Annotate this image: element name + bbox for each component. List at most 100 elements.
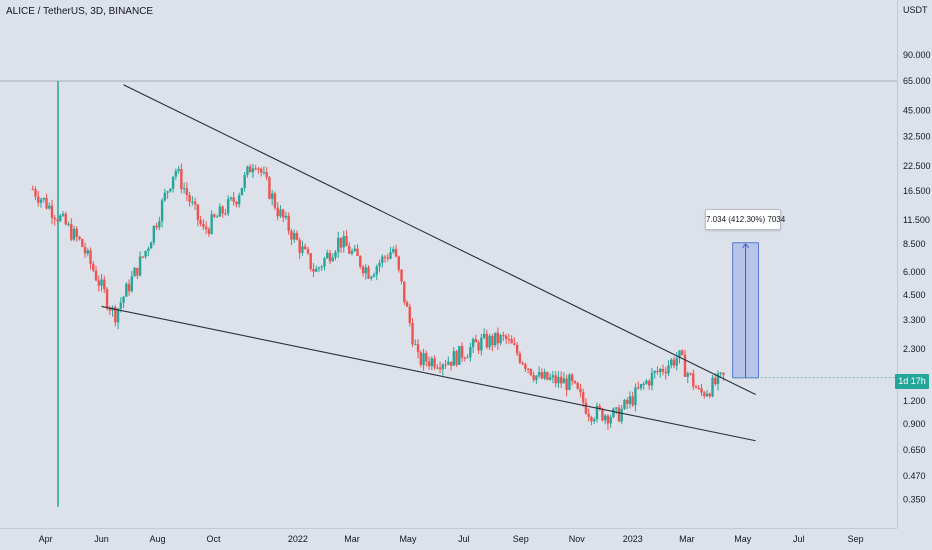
candle-body	[504, 335, 508, 339]
price-axis-label: 0.900	[903, 419, 926, 429]
candle-body	[719, 372, 722, 374]
candle-body	[642, 383, 645, 385]
candle-body	[86, 250, 89, 254]
candle-body	[268, 177, 271, 199]
candle-body	[207, 229, 211, 234]
candle-body	[711, 377, 714, 397]
candle-body	[108, 308, 112, 311]
price-axis-label: 3.300	[903, 315, 926, 325]
candle-body	[581, 392, 585, 403]
measure-arrow-head	[742, 242, 749, 249]
candle-body	[262, 171, 266, 173]
candle-body	[559, 376, 563, 384]
candle-body	[692, 373, 695, 387]
candle-body	[191, 201, 194, 203]
candle-body	[383, 256, 387, 258]
candle-body	[89, 250, 92, 264]
candle-body	[411, 323, 414, 345]
candle-body	[466, 357, 469, 359]
price-axis-label: 32.500	[903, 132, 931, 142]
candle-body	[471, 339, 475, 348]
candle-body	[590, 416, 593, 422]
candle-body	[565, 378, 568, 390]
candle-body	[152, 225, 156, 243]
candle-body	[529, 368, 533, 376]
candle-body	[182, 188, 186, 190]
candle-body	[177, 169, 180, 171]
candle-body	[218, 206, 222, 217]
time-axis-label: 2023	[623, 534, 643, 544]
candle-body	[136, 267, 139, 276]
candle-body	[171, 176, 175, 189]
candle-body	[526, 368, 530, 370]
candle-body	[103, 279, 106, 290]
candle-body	[436, 367, 439, 369]
candle-body	[694, 386, 698, 389]
candle-body	[317, 267, 321, 269]
time-axis-label: Jun	[94, 534, 109, 544]
candle-body	[370, 276, 373, 279]
candle-body	[312, 269, 315, 272]
time-axis-label: Apr	[39, 534, 53, 544]
candle-body	[306, 249, 310, 254]
price-axis-label: 16.500	[903, 186, 931, 196]
candle-body	[378, 262, 381, 267]
candle-body	[133, 267, 136, 277]
candle-body	[427, 361, 431, 367]
candle-body	[259, 168, 263, 173]
candle-body	[323, 258, 326, 267]
candle-body	[480, 337, 483, 351]
candle-body	[535, 375, 538, 380]
price-axis-label: 0.470	[903, 471, 926, 481]
candle-body	[609, 417, 612, 424]
candle-body	[309, 253, 312, 270]
candle-body	[716, 373, 720, 385]
candle-body	[551, 375, 555, 378]
candle-body	[284, 215, 288, 218]
candle-body	[356, 248, 359, 257]
candle-body	[557, 376, 560, 384]
candle-body	[163, 192, 167, 201]
candle-body	[166, 191, 169, 193]
candle-body	[298, 239, 301, 253]
candle-body	[510, 338, 513, 344]
candle-body	[328, 252, 332, 262]
candle-body	[400, 269, 403, 282]
price-axis-label: 4.500	[903, 290, 926, 300]
candle-body	[444, 364, 447, 366]
candle-body	[78, 236, 81, 240]
candle-body	[397, 256, 400, 270]
candle-body	[59, 215, 62, 222]
candle-body	[331, 257, 334, 262]
candle-body	[458, 346, 461, 365]
candle-body	[598, 405, 601, 409]
candle-body	[45, 198, 48, 209]
candle-body	[130, 276, 134, 292]
candle-body	[612, 408, 615, 418]
candle-body	[210, 214, 213, 234]
candle-body	[158, 221, 161, 228]
candle-body	[213, 214, 216, 217]
candle-body	[31, 189, 34, 191]
candle-body	[386, 257, 389, 259]
candle-body	[667, 365, 670, 374]
candle-body	[72, 228, 76, 240]
candle-body	[94, 270, 98, 281]
candle-body	[703, 392, 706, 397]
candle-body	[438, 367, 442, 370]
candle-body	[469, 347, 472, 358]
candle-body	[273, 193, 277, 208]
trendline-lower	[101, 305, 756, 442]
candle-body	[138, 256, 142, 276]
price-axis-label: 45.000	[903, 105, 931, 115]
candle-body	[513, 343, 516, 345]
candle-body	[414, 344, 417, 346]
candle-body	[449, 361, 453, 366]
candle-body	[408, 306, 411, 324]
candle-body	[100, 279, 103, 286]
candle-body	[587, 413, 590, 417]
candle-body	[455, 351, 458, 365]
candle-body	[515, 344, 519, 354]
